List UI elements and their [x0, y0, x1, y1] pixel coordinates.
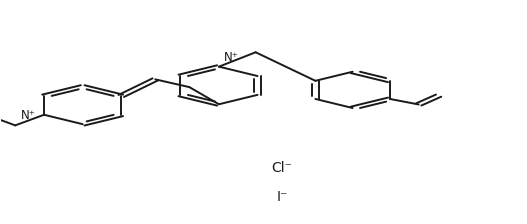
Text: N⁺: N⁺	[21, 109, 36, 122]
Text: I⁻: I⁻	[276, 190, 288, 204]
Text: Cl⁻: Cl⁻	[271, 162, 292, 175]
Text: N⁺: N⁺	[224, 52, 239, 65]
